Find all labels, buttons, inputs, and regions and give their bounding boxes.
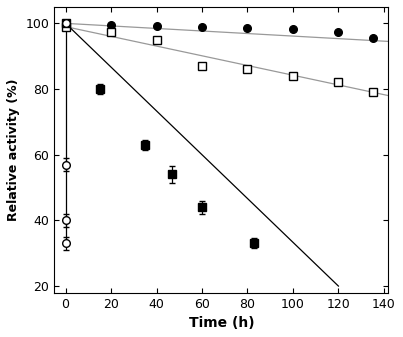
- Y-axis label: Relative activity (%): Relative activity (%): [7, 79, 20, 221]
- X-axis label: Time (h): Time (h): [189, 316, 254, 330]
